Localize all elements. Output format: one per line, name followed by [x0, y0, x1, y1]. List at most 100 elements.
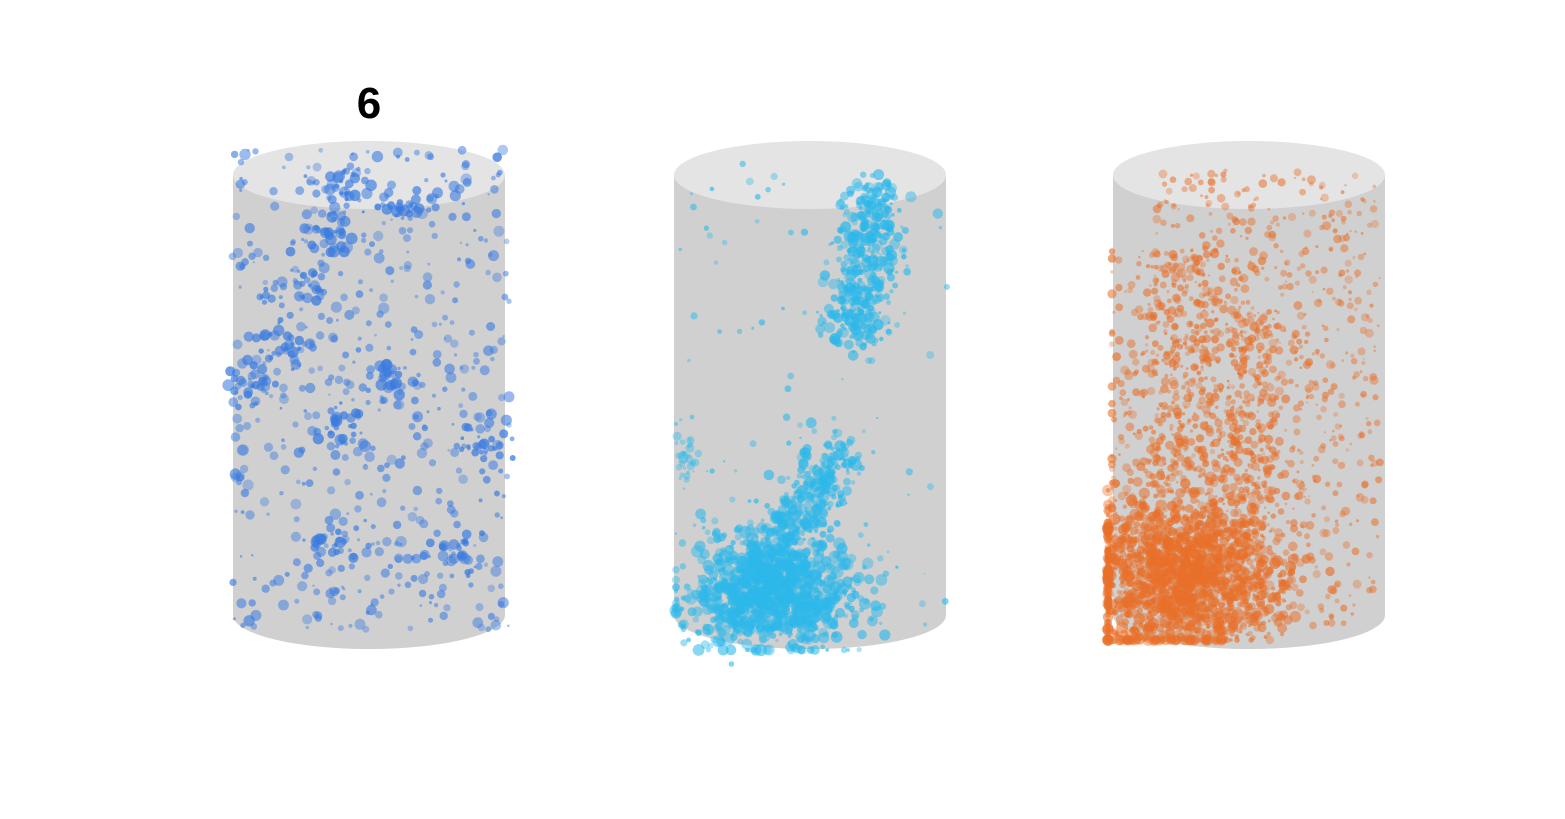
- scatter-point: [400, 505, 406, 511]
- scatter-point: [1112, 310, 1116, 314]
- scatter-point: [1216, 343, 1225, 352]
- scatter-point: [1349, 522, 1353, 526]
- scatter-point: [853, 181, 864, 192]
- scatter-point: [1214, 173, 1219, 178]
- scatter-point: [1284, 259, 1291, 266]
- scatter-point: [251, 554, 254, 557]
- scatter-point: [455, 467, 463, 474]
- scatter-point: [856, 195, 866, 205]
- scatter-point: [1338, 435, 1345, 442]
- scatter-point: [1153, 282, 1158, 287]
- scatter-point: [423, 438, 433, 448]
- scatter-point: [488, 435, 495, 443]
- scatter-point: [875, 295, 879, 298]
- scatter-point: [736, 570, 741, 574]
- scatter-point: [1319, 528, 1329, 538]
- scatter-point: [1108, 399, 1116, 408]
- scatter-point: [315, 533, 327, 545]
- scatter-point: [786, 645, 796, 655]
- scatter-point: [376, 310, 384, 318]
- scatter-point: [1198, 396, 1206, 405]
- scatter-point: [872, 206, 875, 209]
- scatter-point: [876, 250, 880, 255]
- scatter-point: [876, 198, 887, 208]
- scatter-point: [1191, 255, 1197, 261]
- scatter-point: [734, 534, 742, 541]
- scatter-point: [1284, 459, 1289, 464]
- scatter-point: [1147, 306, 1154, 313]
- scatter-point: [497, 337, 506, 346]
- scatter-point: [1324, 552, 1334, 561]
- scatter-point: [856, 471, 862, 476]
- scatter-point: [1123, 411, 1128, 416]
- scatter-point: [713, 623, 724, 633]
- scatter-point: [741, 584, 747, 590]
- scatter-point: [1375, 534, 1380, 539]
- scatter-point: [355, 347, 362, 353]
- scatter-point: [1153, 493, 1159, 499]
- scatter-point: [346, 162, 355, 171]
- scatter-point: [845, 438, 854, 447]
- scatter-point: [1161, 270, 1170, 278]
- scatter-point: [756, 616, 765, 625]
- scatter-point: [364, 167, 371, 175]
- scatter-point: [468, 582, 474, 588]
- scatter-point: [1296, 266, 1302, 272]
- scatter-point: [306, 165, 311, 170]
- scatter-point: [1143, 468, 1148, 474]
- scatter-point: [422, 272, 433, 282]
- scatter-point: [778, 544, 787, 554]
- scatter-point: [1113, 533, 1118, 538]
- scatter-point: [1217, 454, 1222, 459]
- scatter-point: [1125, 422, 1135, 432]
- scatter-point: [1106, 514, 1110, 518]
- scatter-point: [713, 615, 720, 622]
- scatter-point: [438, 322, 442, 326]
- scatter-point: [1180, 478, 1191, 489]
- scatter-point: [1225, 293, 1232, 300]
- scatter-point: [683, 583, 691, 591]
- scatter-point: [867, 276, 877, 286]
- scatter-point: [393, 553, 404, 563]
- scatter-point: [329, 586, 340, 597]
- scatter-point: [1308, 379, 1314, 386]
- scatter-point: [1119, 389, 1127, 396]
- scatter-point: [419, 604, 423, 607]
- scatter-point: [475, 562, 483, 571]
- scatter-point: [1289, 446, 1296, 453]
- scatter-point: [1229, 482, 1238, 492]
- scatter-point: [1240, 284, 1250, 294]
- scatter-point: [495, 172, 501, 178]
- scatter-point: [379, 293, 388, 303]
- scatter-point: [847, 232, 858, 244]
- scatter-point: [1189, 173, 1194, 177]
- scatter-point: [232, 212, 240, 221]
- scatter-point: [1166, 482, 1172, 488]
- scatter-point: [419, 519, 429, 529]
- scatter-point: [826, 577, 831, 581]
- scatter-point: [1306, 175, 1316, 185]
- scatter-point: [377, 464, 385, 473]
- scatter-point: [338, 231, 346, 240]
- scatter-point: [334, 434, 346, 446]
- scatter-point: [858, 597, 871, 610]
- scatter-point: [238, 378, 248, 387]
- scatter-point: [419, 381, 426, 388]
- scatter-point: [462, 538, 469, 545]
- scatter-point: [1187, 378, 1196, 388]
- scatter-point: [894, 322, 900, 328]
- scatter-point: [1280, 562, 1285, 567]
- scatter-point: [713, 260, 719, 265]
- scatter-point: [364, 248, 372, 256]
- scatter-point: [675, 464, 683, 471]
- scatter-point: [1179, 424, 1185, 429]
- scatter-point: [767, 587, 772, 592]
- scatter-point: [243, 390, 253, 399]
- scatter-point: [859, 299, 869, 308]
- scatter-point: [1125, 515, 1134, 524]
- scatter-point: [752, 647, 758, 653]
- scatter-point: [1276, 375, 1282, 381]
- scatter-point: [735, 616, 745, 627]
- scatter-point: [827, 506, 832, 511]
- scatter-point: [671, 575, 681, 585]
